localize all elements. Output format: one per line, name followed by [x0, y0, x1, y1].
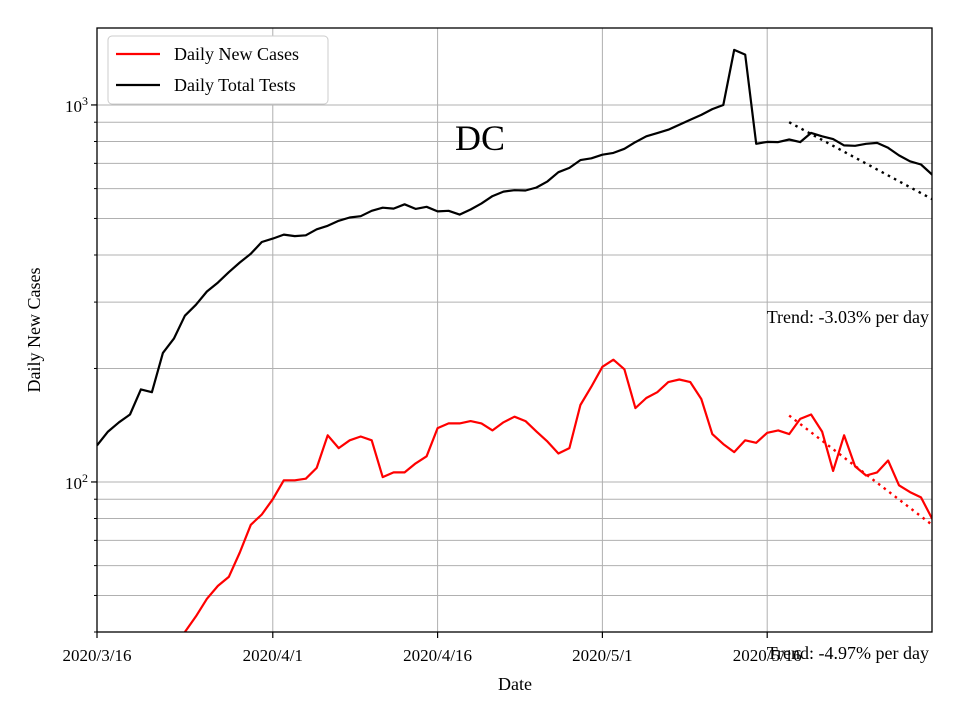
plot-series	[97, 48, 932, 632]
grid-lines	[96, 28, 932, 633]
y-tick-label: 103	[65, 94, 88, 116]
legend-label-tests: Daily Total Tests	[174, 75, 296, 95]
x-tick-label: 2020/4/1	[243, 646, 303, 665]
legend: Daily New Cases Daily Total Tests	[107, 35, 329, 105]
trend-label-cases: Trend: -4.97% per day	[767, 643, 929, 663]
y-axis-label: Daily New Cases	[24, 268, 44, 393]
series-line-tests	[97, 48, 932, 447]
trend-label-tests: Trend: -3.03% per day	[767, 307, 929, 327]
y-tick-label: 102	[65, 471, 88, 493]
x-tick-label: 2020/5/16	[733, 646, 802, 665]
axis-ticks: 102 103 2020/3/16 2020/4/1 2020/4/16 2020/5/1…	[63, 94, 802, 665]
series-line-cases	[184, 358, 932, 632]
x-tick-label: 2020/4/16	[403, 646, 472, 665]
legend-box	[107, 35, 329, 105]
trend-line-tests	[788, 121, 932, 201]
x-axis-label: Date	[498, 674, 532, 694]
trend-line-cases	[788, 414, 932, 526]
legend-label-cases: Daily New Cases	[174, 44, 299, 64]
x-tick-label: 2020/3/16	[63, 646, 132, 665]
chart-title: DC	[455, 118, 505, 158]
x-tick-label: 2020/5/1	[572, 646, 632, 665]
plot-frame	[96, 27, 933, 633]
